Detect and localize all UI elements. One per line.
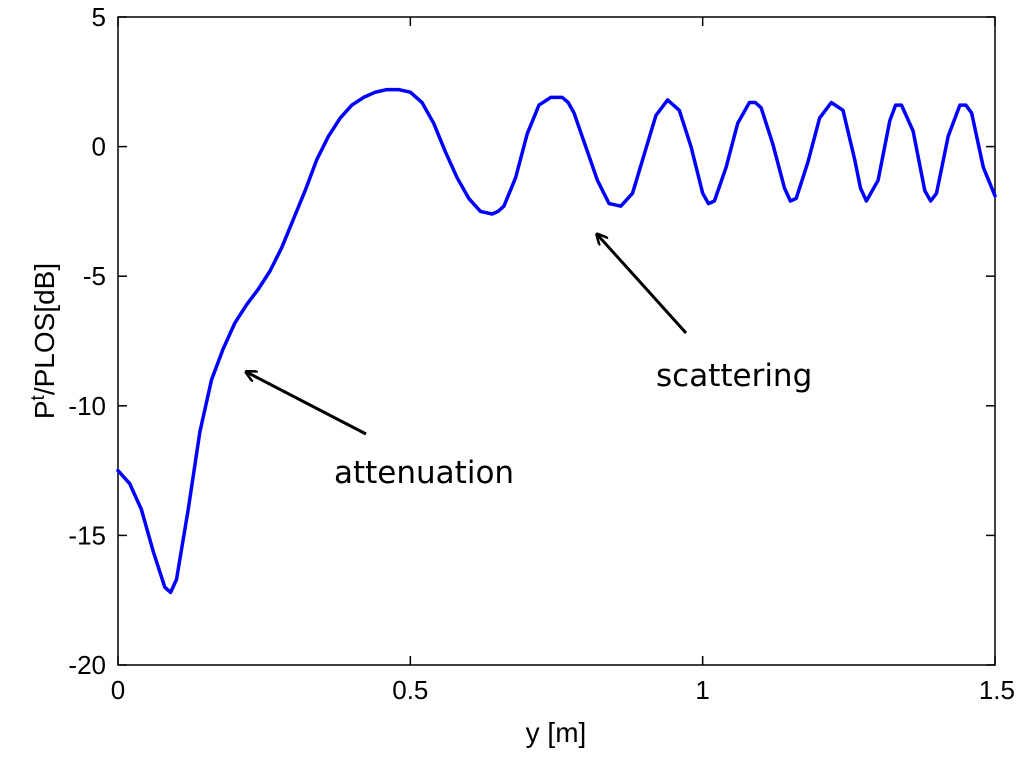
scattering-arrow bbox=[597, 235, 688, 335]
x-tick-label: 1 bbox=[695, 675, 709, 705]
y-tick-label: 5 bbox=[92, 2, 106, 32]
y-axis-title-main: P bbox=[29, 400, 60, 419]
x-axis-ticks: 0 0.5 1 1.5 bbox=[111, 17, 1015, 705]
y-tick-label: 0 bbox=[92, 132, 106, 162]
y-tick-label: -5 bbox=[83, 261, 106, 291]
x-axis-title: y [m] bbox=[526, 717, 587, 748]
y-axis-title-sup: t bbox=[28, 394, 49, 400]
attenuation-arrow bbox=[247, 372, 367, 436]
y-axis-title: Pt/PLOS[dB] bbox=[28, 263, 60, 419]
y-tick-label: -20 bbox=[68, 650, 106, 680]
y-axis-title-rest: /PLOS[dB] bbox=[29, 263, 60, 395]
plot-frame bbox=[117, 16, 996, 666]
x-tick-label: 0.5 bbox=[392, 675, 428, 705]
x-tick-label: 1.5 bbox=[979, 675, 1015, 705]
x-tick-label: 0 bbox=[111, 675, 125, 705]
scattering-label: scattering bbox=[656, 358, 812, 394]
y-tick-label: -15 bbox=[68, 520, 106, 550]
attenuation-label: attenuation bbox=[334, 455, 514, 491]
y-axis-ticks: 5 0 -5 -10 -15 -20 bbox=[68, 2, 995, 680]
data-series-line bbox=[116, 87, 997, 595]
y-tick-label: -10 bbox=[68, 391, 106, 421]
